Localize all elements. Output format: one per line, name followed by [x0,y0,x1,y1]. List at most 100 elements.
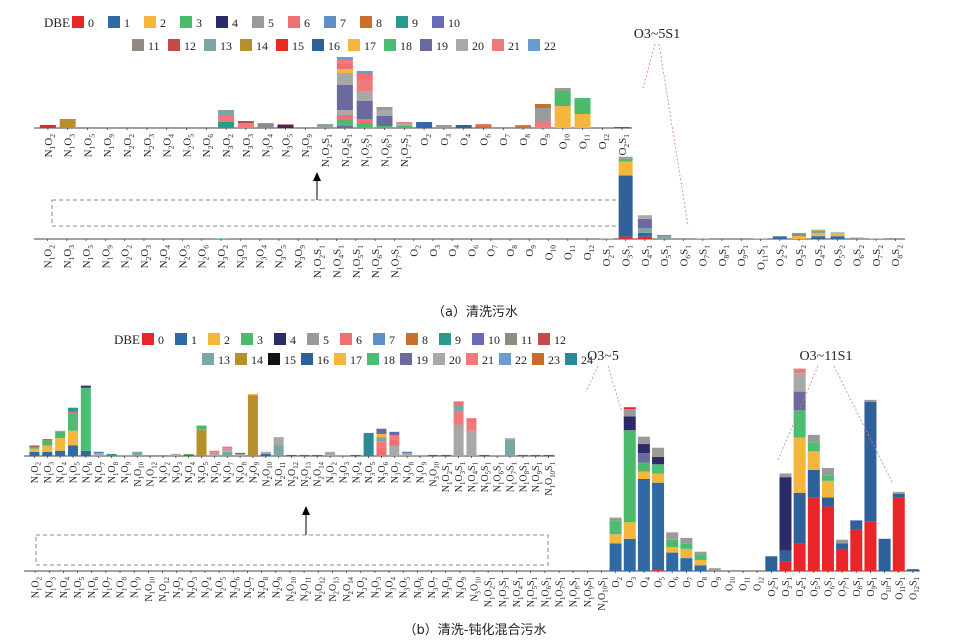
label-part: O [280,138,292,146]
legend-swatch [324,16,336,28]
label-part: 6 [87,461,94,465]
label-part: N [221,149,233,157]
b-inset-bar-segment [273,437,284,446]
b-main-bar-segment [652,464,665,474]
label-part: S [526,580,537,586]
b-main-tick-label: O10​S1​ [880,577,893,600]
label-part: N [63,149,75,157]
label-part: 2 [186,145,195,149]
a-inset-tick-label: N1​O2​S1​ [320,134,334,168]
label-part: O [512,589,523,596]
b-inset-bar-segment [42,451,53,456]
panel-a-caption: （a）清洗污水 [432,305,518,320]
a-main-tick-label: N3​O2​ [216,245,230,269]
label-part: 3 [475,590,482,594]
legend-swatch [144,16,156,28]
a-main-bar-segment [618,236,633,239]
b-inset-tick-label: N1​O5​ [68,461,81,483]
label-part: 3 [433,587,440,591]
b-inset-bar-segment [29,446,40,449]
label-part: 4 [206,576,213,580]
label-part: 5 [86,245,95,249]
b-inset-bar-segment [350,454,361,456]
label-part: O [254,249,266,257]
label-part: 2 [622,144,631,148]
b-main-bar-segment [836,539,849,544]
label-part: O [338,465,349,472]
label-part: N [326,476,337,483]
label-part: O [184,465,195,472]
label-part: O [320,148,332,156]
label-part: 3 [434,475,441,479]
label-part: S [755,249,767,255]
label-part: 3 [396,472,403,476]
label-part: N [158,260,170,268]
label-part: 6 [683,255,692,259]
label-part: 1 [546,577,553,580]
b-inset-tick-label: N2​O6​ [210,461,223,483]
legend-swatch [235,353,247,365]
legend-label: 13 [220,39,232,53]
label-part: 7 [229,461,236,465]
a-inset-bar-segment [277,125,294,128]
b-main-tick-label: N1​O4​ [59,576,72,598]
label-part: 1 [49,473,56,476]
b-inset-tick-label: N2​O11​ [274,462,287,486]
a-inset-bar-segment [356,74,373,79]
a-inset-tick-label: O2​ [419,134,433,146]
label-part: 8 [408,461,415,465]
label-part: 1 [815,577,822,580]
label-part: 3 [240,245,249,249]
label-part: O [459,138,471,146]
b-main-bar-segment [864,399,877,402]
b-main-bar-segment [680,558,693,571]
b-inset-bar-segment [466,418,477,423]
label-part: N [73,591,84,598]
label-part: 4 [167,134,176,138]
legend-label: 20 [449,353,461,367]
label-part: 3 [421,472,428,476]
b-inset-bar-segment [389,439,400,446]
label-part: 10 [603,585,610,592]
a-inset-bar-segment [336,126,353,128]
label-part: 2 [206,587,213,591]
b-main-bar-segment [637,444,650,454]
label-part: 1 [773,577,780,580]
label-part: O [390,465,401,472]
a-inset-tick-label: N1​O9​ [102,134,116,158]
b-main-tick-label: N1​O9​S1​ [583,577,596,607]
label-part: S [890,249,902,255]
label-part: 1 [626,245,635,249]
b-inset-tick-label: N3​O6​ [377,461,390,483]
b-main-tick-label: N1​O10​S1​ [597,577,610,611]
label-part: O [441,474,452,481]
legend-label: 22 [544,39,556,53]
label-part: 1 [741,245,750,249]
a-main-tick-label: O11​S1​ [755,245,769,270]
legend-swatch [367,353,379,365]
label-part: N [583,600,594,607]
label-part: O [100,249,112,257]
label-part: 1 [51,588,58,591]
label-part: O [717,259,729,267]
label-part: O [285,584,296,591]
label-part: O [823,589,834,596]
b-inset-bar-segment [543,454,554,456]
legend-swatch [472,333,484,345]
label-part: 1 [365,134,374,138]
label-part: S [320,138,332,144]
label-part: O [312,259,324,267]
b-inset-tick-label: N1​O3​ [43,461,56,483]
b-inset-bar-segment [119,454,130,456]
label-part: 1 [460,462,467,465]
label-part: O [755,262,767,270]
b-main-bar-segment [850,520,863,530]
a-inset-bar-segment [356,71,373,74]
label-part: 11 [744,577,751,584]
label-part: 6 [206,134,215,138]
b-main-bar-segment [666,547,679,553]
label-part: 2 [220,587,227,591]
label-part: 8 [510,245,519,249]
label-part: 5 [815,585,822,589]
label-part: N [399,159,411,167]
